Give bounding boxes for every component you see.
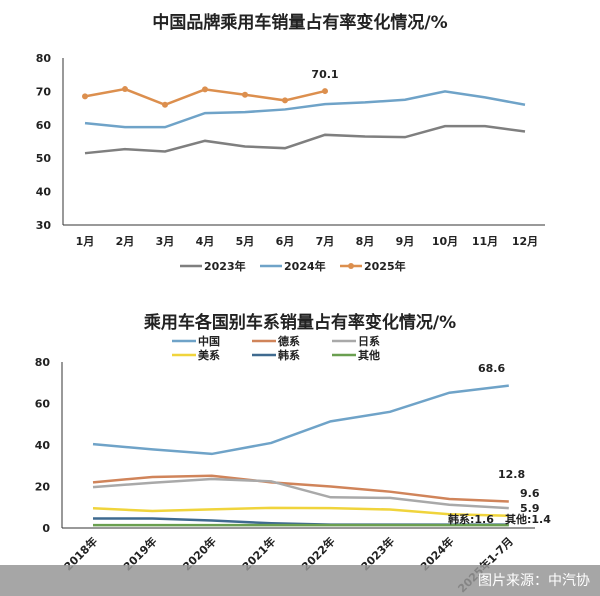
x-tick-label: 2月 — [116, 235, 135, 248]
data-label: 其他:1.4 — [505, 512, 551, 526]
data-label: 9.6 — [520, 487, 540, 500]
x-tick-label: 4月 — [196, 235, 215, 248]
legend-label: 德系 — [277, 334, 300, 348]
data-point — [162, 101, 168, 108]
y-tick-label: 60 — [35, 398, 51, 411]
series-line-韩系 — [93, 517, 509, 526]
x-tick-label: 3月 — [156, 235, 175, 248]
legend-label: 美系 — [198, 348, 220, 362]
x-tick-label: 10月 — [432, 235, 458, 248]
y-tick-label: 20 — [35, 481, 51, 494]
y-tick-label: 0 — [42, 522, 50, 535]
data-label: 12.8 — [498, 468, 525, 481]
data-point — [282, 97, 288, 104]
x-tick-label: 5月 — [236, 235, 255, 248]
x-tick-label: 6月 — [276, 235, 295, 248]
chart-title: 中国品牌乘用车销量占有率变化情况/% — [152, 12, 447, 33]
legend-marker — [348, 263, 354, 269]
series-line-2023年 — [84, 124, 526, 155]
legend-label: 韩系 — [278, 348, 300, 362]
series-line-日系 — [92, 477, 509, 510]
y-tick-label: 40 — [36, 186, 52, 199]
legend-label: 日系 — [358, 334, 380, 348]
legend-label: 其他 — [358, 348, 380, 362]
x-tick-label: 7月 — [316, 235, 335, 248]
y-tick-label: 80 — [35, 356, 51, 369]
source-footer: 图片来源：中汽协 — [0, 565, 600, 596]
legend-label: 2024年 — [284, 259, 326, 273]
data-label: 韩系:1.6 — [448, 512, 494, 526]
data-label: 70.1 — [311, 68, 338, 81]
y-tick-label: 30 — [36, 219, 52, 232]
legend-label: 2025年 — [364, 259, 406, 273]
data-point — [82, 93, 88, 100]
legend-label: 2023年 — [204, 259, 246, 273]
series-line-德系 — [92, 474, 509, 503]
y-tick-label: 50 — [36, 152, 52, 165]
y-tick-label: 60 — [36, 119, 52, 132]
x-tick-label: 1月 — [76, 235, 95, 248]
x-tick-label: 8月 — [356, 235, 375, 248]
chart-title: 乘用车各国别车系销量占有率变化情况/% — [143, 312, 456, 333]
data-label: 68.6 — [478, 362, 505, 375]
data-point — [122, 86, 128, 93]
data-point — [322, 88, 328, 95]
legend-label: 中国 — [198, 334, 220, 348]
series-line-2024年 — [84, 90, 526, 129]
y-tick-label: 80 — [36, 52, 52, 65]
data-label: 5.9 — [520, 502, 540, 515]
data-point — [242, 91, 248, 98]
data-point — [202, 86, 208, 93]
series-line-美系 — [92, 506, 509, 518]
x-tick-label: 11月 — [472, 235, 498, 248]
series-line-中国 — [92, 384, 509, 456]
y-tick-label: 70 — [36, 85, 52, 98]
source-text: 图片来源：中汽协 — [478, 573, 590, 589]
x-tick-label: 12月 — [512, 235, 538, 248]
y-tick-label: 40 — [35, 439, 51, 452]
x-tick-label: 9月 — [396, 235, 415, 248]
